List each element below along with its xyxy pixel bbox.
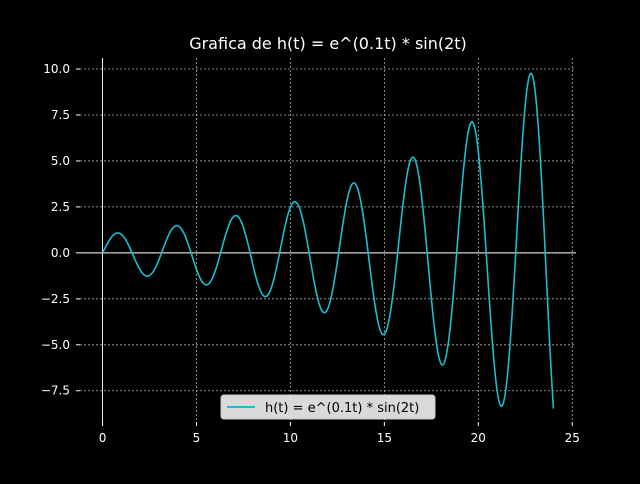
y-tick-label: −2.5 — [41, 292, 70, 306]
y-tick-label: 10.0 — [43, 62, 70, 76]
axes: 0 5 10 15 20 25 −7.5 −5.0 −2.5 0.0 2.5 5.0 7.5 10.0 — [41, 58, 580, 445]
x-tick-label: 10 — [283, 431, 298, 445]
grid-lines — [80, 58, 576, 422]
chart-title: Grafica de h(t) = e^(0.1t) * sin(2t) — [189, 34, 467, 53]
legend-box — [220, 394, 436, 420]
x-tick-label: 25 — [565, 431, 580, 445]
legend-label: h(t) = e^(0.1t) * sin(2t) — [265, 401, 419, 416]
x-tick-label: 0 — [99, 431, 107, 445]
y-tick-label: −5.0 — [41, 338, 70, 352]
series-line — [101, 72, 555, 409]
y-tick-label: 5.0 — [51, 154, 70, 168]
y-tick-label: 0.0 — [51, 246, 70, 260]
series-layer — [101, 72, 555, 409]
y-tick-label: 2.5 — [51, 200, 70, 214]
x-tick-label: 5 — [193, 431, 201, 445]
x-tick-label: 20 — [471, 431, 486, 445]
y-tick-label: −7.5 — [41, 384, 70, 398]
legend: h(t) = e^(0.1t) * sin(2t) — [220, 394, 436, 420]
x-tick-label: 15 — [377, 431, 392, 445]
y-tick-label: 7.5 — [51, 108, 70, 122]
